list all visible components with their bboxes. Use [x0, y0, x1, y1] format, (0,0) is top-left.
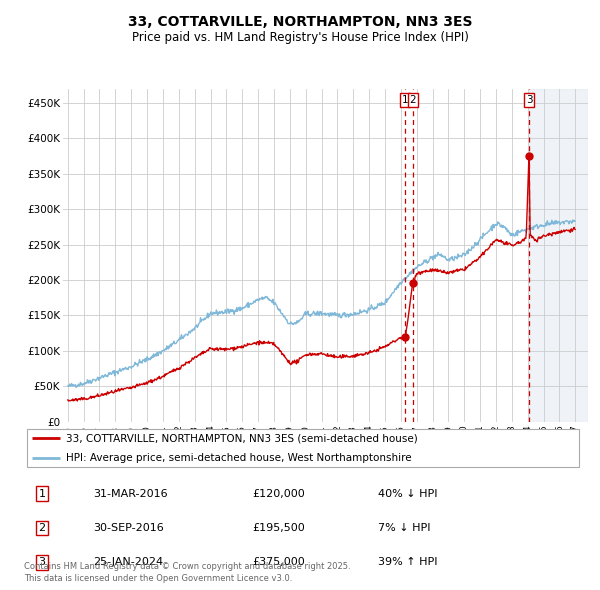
Text: 1: 1	[38, 489, 46, 499]
Text: £375,000: £375,000	[252, 557, 305, 567]
Text: 7% ↓ HPI: 7% ↓ HPI	[378, 523, 431, 533]
Text: 30-SEP-2016: 30-SEP-2016	[93, 523, 164, 533]
Text: 33, COTTARVILLE, NORTHAMPTON, NN3 3ES: 33, COTTARVILLE, NORTHAMPTON, NN3 3ES	[128, 15, 472, 29]
Text: 1: 1	[401, 95, 408, 105]
Text: £120,000: £120,000	[252, 489, 305, 499]
FancyBboxPatch shape	[27, 429, 579, 467]
Text: 3: 3	[38, 557, 46, 567]
Text: HPI: Average price, semi-detached house, West Northamptonshire: HPI: Average price, semi-detached house,…	[66, 454, 412, 463]
Text: 40% ↓ HPI: 40% ↓ HPI	[378, 489, 437, 499]
Text: 39% ↑ HPI: 39% ↑ HPI	[378, 557, 437, 567]
Text: 33, COTTARVILLE, NORTHAMPTON, NN3 3ES (semi-detached house): 33, COTTARVILLE, NORTHAMPTON, NN3 3ES (s…	[66, 434, 418, 444]
Text: 31-MAR-2016: 31-MAR-2016	[93, 489, 167, 499]
Bar	[529, 88, 588, 422]
Text: £195,500: £195,500	[252, 523, 305, 533]
Text: 2: 2	[409, 95, 416, 105]
Text: 25-JAN-2024: 25-JAN-2024	[93, 557, 163, 567]
Text: 3: 3	[526, 95, 532, 105]
Text: 2: 2	[38, 523, 46, 533]
Text: Contains HM Land Registry data © Crown copyright and database right 2025.
This d: Contains HM Land Registry data © Crown c…	[24, 562, 350, 583]
Text: Price paid vs. HM Land Registry's House Price Index (HPI): Price paid vs. HM Land Registry's House …	[131, 31, 469, 44]
